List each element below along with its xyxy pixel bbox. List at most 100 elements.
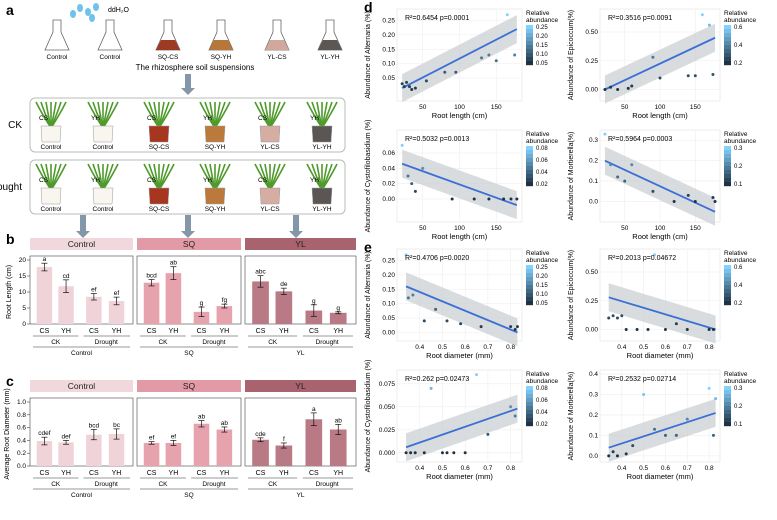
x-tick-label: 150 <box>690 104 701 111</box>
legend-tick-label: 0.6 <box>734 265 743 271</box>
bar <box>165 442 182 466</box>
arrow-shaft <box>185 74 191 89</box>
y-tick-label: 0.0 <box>589 453 598 460</box>
bar <box>305 419 323 466</box>
x-tick-label: 0.7 <box>683 465 692 472</box>
data-point <box>494 59 498 63</box>
significance-letter: bcd <box>89 423 100 430</box>
x-tick-label: 0.4 <box>617 465 626 472</box>
pot-tag: YH <box>91 177 100 184</box>
pot: CS Control <box>35 101 67 151</box>
legend-color-step <box>526 61 533 66</box>
plot-frame <box>136 397 242 467</box>
legend-tick-label: 0.15 <box>536 283 548 289</box>
y-tick-label: 0.25 <box>585 58 598 65</box>
x-axis-label: Root length (cm) <box>632 111 688 120</box>
data-point <box>607 316 611 320</box>
y-tick-label: 0.00 <box>585 327 598 334</box>
data-point <box>450 197 454 201</box>
data-point <box>615 316 619 320</box>
y-axis-label: Abundance of Alternaria (%) <box>365 11 372 99</box>
y-tick-label: 0.05 <box>382 75 395 82</box>
arrow-head-icon <box>181 88 195 95</box>
data-point <box>615 454 619 458</box>
pot: CS SQ-CS <box>143 163 175 213</box>
data-point <box>405 80 409 84</box>
data-point <box>663 433 667 437</box>
group-label: Control <box>71 350 93 357</box>
legend-color-step <box>724 398 731 403</box>
flask-label: YL-CS <box>267 54 287 61</box>
pot-label: SQ-YH <box>205 144 226 151</box>
bar <box>329 429 347 466</box>
y-axis-label: Abundance of Epicoccum(%) <box>568 10 575 100</box>
x-axis-label: Root diameter (mm) <box>627 351 694 360</box>
legend-color-step <box>724 410 731 415</box>
data-point <box>672 200 676 204</box>
data-point <box>413 451 417 455</box>
data-point <box>646 328 650 331</box>
legend-color-step <box>526 281 533 286</box>
scatter-plot: R²=0.5032 p=0.0013 50 100 150 0.00 0.02 0.04 0.… <box>365 120 559 241</box>
x-tick-label: 0.4 <box>617 344 626 351</box>
x-tick-label: 0.7 <box>683 344 692 351</box>
y-axis-label: Abundance of Epicoccum(%) <box>568 250 575 340</box>
legend-color-step <box>724 178 731 183</box>
x-tick-label: 100 <box>655 104 666 111</box>
legend-color-step <box>526 277 533 282</box>
x-tick-label: 50 <box>419 104 427 111</box>
data-point <box>509 197 513 201</box>
y-tick-label: 0.05 <box>382 315 395 322</box>
stat-label: R²=0.5964 p=0.0003 <box>608 136 672 143</box>
legend-color-step <box>526 386 533 391</box>
legend-color-step <box>526 418 533 423</box>
stat-label: R²=0.5032 p=0.0013 <box>405 136 469 143</box>
regression-line <box>405 407 518 449</box>
x-tick-label: YH <box>219 328 229 335</box>
arrow-shaft <box>293 215 299 232</box>
legend-color-step <box>526 406 533 411</box>
data-point <box>630 163 634 167</box>
legend-color-step <box>724 297 731 302</box>
pot-icon <box>92 187 114 205</box>
legend-color-step <box>526 25 533 30</box>
pot-label: YL-CS <box>260 206 280 213</box>
panel-a: a ddH₂O Control Control SQ-CS SQ-YH YL-CS YL-YH… <box>0 2 346 238</box>
y-tick-label: 15 <box>19 273 27 280</box>
legend-tick-label: 0.2 <box>734 61 743 67</box>
pot-icon <box>148 125 170 143</box>
significance-letter: ab <box>221 420 229 427</box>
bar <box>193 423 210 466</box>
y-tick-label: 0.2 <box>589 412 598 419</box>
significance-letter: ef <box>91 287 97 294</box>
bar <box>86 296 102 324</box>
subgroup-label: CK <box>51 481 61 488</box>
bar <box>193 311 210 324</box>
x-axis-label: Root diameter (mm) <box>426 351 493 360</box>
pot: YH Control <box>87 163 119 213</box>
group-label: Control <box>71 492 93 499</box>
legend-tick-label: 0.05 <box>536 301 548 307</box>
x-tick-label: 100 <box>454 104 465 111</box>
x-tick-label: 50 <box>621 225 629 232</box>
data-point <box>707 328 711 331</box>
data-point <box>452 451 456 455</box>
legend-color-step <box>724 158 731 163</box>
x-tick-label: 0.8 <box>705 465 714 472</box>
y-tick-label: 0.075 <box>379 381 396 388</box>
flask-liquid <box>265 40 289 50</box>
pot-icon <box>148 187 170 205</box>
bar <box>216 306 233 324</box>
legend-tick-label: 0.20 <box>536 274 548 280</box>
pot-row: Drought CS Control YH Control CS SQ-CS YH SQ-YH C… <box>0 159 346 215</box>
x-tick-label: CS <box>89 328 99 335</box>
legend-color-step <box>526 158 533 163</box>
bar <box>36 441 53 466</box>
legend-color-step <box>526 178 533 183</box>
x-tick-label: 0.5 <box>438 344 447 351</box>
x-tick-label: 0.4 <box>415 465 424 472</box>
legend-color-step <box>724 49 731 54</box>
data-point <box>486 432 490 436</box>
legend-tick-label: 0.04 <box>536 170 548 176</box>
